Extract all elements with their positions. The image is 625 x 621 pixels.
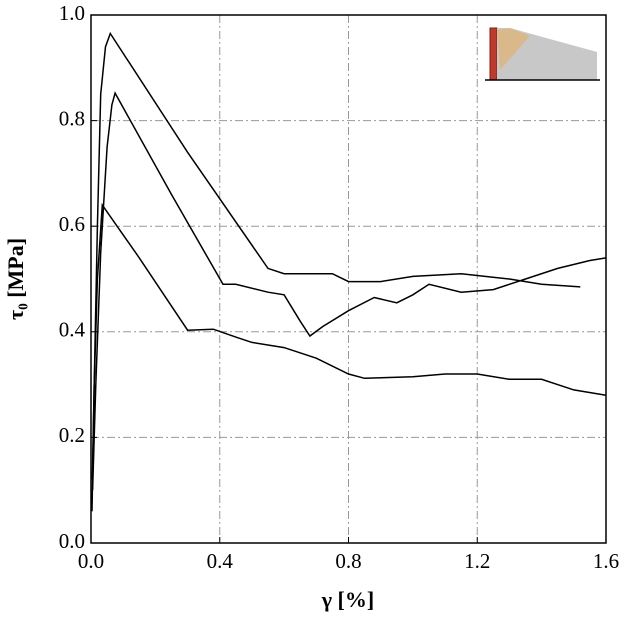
x-axis-title: γ [%] (321, 587, 374, 612)
inset-icon (485, 27, 600, 81)
y-tick-label: 0.2 (59, 423, 85, 447)
y-tick-label: 0.0 (59, 529, 85, 553)
x-tick-label: 1.2 (464, 549, 490, 573)
y-tick-label: 0.8 (59, 106, 85, 130)
x-tick-label: 0.4 (207, 549, 234, 573)
brick-wall (489, 27, 498, 81)
y-tick-label: 0.6 (59, 212, 85, 236)
plot-frame (90, 14, 607, 544)
x-tick-label: 0.8 (335, 549, 361, 573)
y-tick-label: 0.4 (59, 318, 86, 342)
data-line (91, 91, 607, 491)
x-tick-label: 1.6 (593, 549, 619, 573)
x-tick-label: 0.0 (78, 549, 104, 573)
data-line (91, 202, 607, 480)
data-line (91, 31, 581, 512)
layer (497, 28, 530, 70)
y-tick-label: 1.0 (59, 1, 85, 25)
y-axis-title: τ₀ [MPa] (3, 238, 28, 320)
